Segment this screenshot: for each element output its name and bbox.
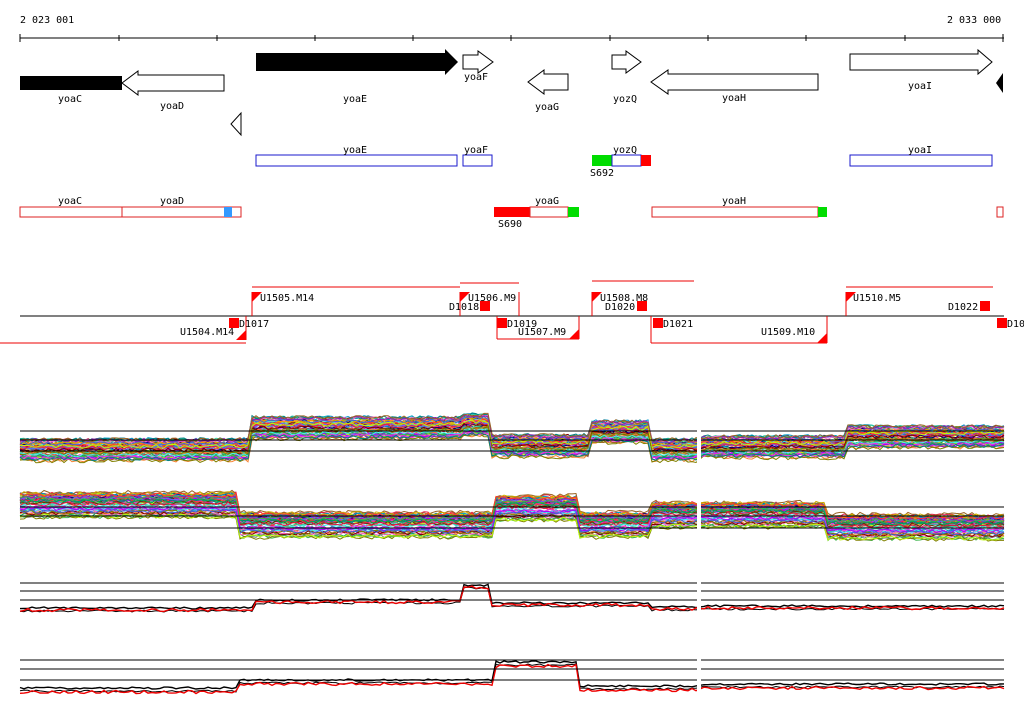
average-trace — [19, 583, 1005, 610]
gene-yoaC[interactable]: yoaC — [20, 76, 122, 105]
svg-text:yoaD: yoaD — [160, 101, 184, 112]
svg-text:yozQ: yozQ — [613, 145, 637, 156]
gene-yoaF[interactable]: yoaF — [462, 50, 494, 83]
expression-trace — [19, 492, 1005, 520]
segment-U1508[interactable]: U1508.M8 — [600, 293, 648, 304]
plus-box-yoaF[interactable]: yoaF — [462, 145, 493, 167]
segment-U1504[interactable]: U1504.M14 — [180, 327, 234, 338]
expression-trace — [19, 420, 1005, 451]
svg-text:yoaE: yoaE — [343, 94, 367, 105]
average-trace-red — [19, 585, 1005, 613]
minus-strand-track: yoaC yoaD yoaG S690 yoaH — [19, 196, 1004, 230]
plus-box-yoaE[interactable]: yoaE — [255, 145, 458, 167]
marker-D1019[interactable]: D1019 — [507, 319, 537, 330]
gene-track: yoaC yoaD yoaE yoaF yoaG yozQ yoaH — [20, 48, 1003, 137]
average-trace — [19, 660, 1005, 690]
svg-text:yoaD: yoaD — [160, 196, 184, 207]
marker-D1021[interactable]: D1021 — [663, 319, 693, 330]
svg-text:yoaG: yoaG — [535, 196, 559, 207]
panel-gap — [697, 405, 701, 465]
expression-trace — [19, 506, 1005, 534]
segment-U1506[interactable]: U1506.M9 — [468, 293, 516, 304]
minus-box-yoaG[interactable]: yoaG S690 — [494, 196, 579, 230]
panel-gap — [697, 478, 701, 540]
expression-trace — [19, 498, 1005, 526]
marker-D1017[interactable]: D1017 — [239, 319, 269, 330]
segment-U1509[interactable]: U1509.M10 — [761, 327, 815, 338]
expression-trace — [19, 427, 1005, 458]
expression-trace — [19, 509, 1005, 537]
svg-text:yoaC: yoaC — [58, 196, 82, 207]
partial-gene-arrow — [230, 111, 242, 137]
svg-text:yoaC: yoaC — [58, 94, 82, 105]
segment-U1507[interactable]: U1507.M9 — [518, 327, 566, 338]
expression-trace — [19, 514, 1005, 542]
svg-text:yoaE: yoaE — [343, 145, 367, 156]
plus-box-yoaI[interactable]: yoaI — [849, 145, 993, 167]
expression-trace — [19, 431, 1005, 462]
minus-box-edge — [996, 206, 1004, 218]
marker-D1022[interactable]: D1022 — [948, 302, 978, 313]
svg-text:yozQ: yozQ — [613, 94, 637, 105]
minus-box-yoaC-yoaD[interactable]: yoaC yoaD — [19, 196, 242, 218]
gene-yoaI[interactable]: yoaI — [849, 48, 993, 92]
end-coordinate: 2 033 000 — [947, 15, 1001, 26]
average-trace — [19, 663, 1005, 693]
coordinate-ruler: 2 023 001 2 033 000 — [19, 15, 1004, 42]
marker-D1020[interactable]: D1020 — [605, 302, 635, 313]
gene-yozQ[interactable]: yozQ — [611, 50, 642, 105]
expression-trace — [19, 414, 1005, 443]
expression-panel-minus-multi — [19, 478, 1005, 542]
gene-yoaH[interactable]: yoaH — [650, 69, 819, 104]
svg-text:yoaF: yoaF — [464, 72, 488, 83]
expression-trace — [19, 494, 1005, 522]
marker-D1018[interactable]: D1018 — [449, 302, 479, 313]
expression-trace — [19, 414, 1005, 444]
gene-yoaE[interactable]: yoaE — [256, 49, 458, 105]
panel-gap — [697, 650, 701, 700]
expression-trace — [19, 506, 1005, 534]
average-trace-red — [19, 663, 1005, 695]
svg-text:yoaH: yoaH — [722, 196, 746, 207]
site-label-S690: S690 — [498, 219, 522, 230]
expression-trace — [19, 419, 1005, 449]
expression-trace — [19, 508, 1005, 536]
gene-yoaD[interactable]: yoaD — [121, 70, 225, 112]
gene-yoaG[interactable]: yoaG — [527, 69, 569, 113]
plus-strand-track: yoaE yoaF yozQ S692 yoaI — [255, 145, 993, 179]
svg-text:yoaF: yoaF — [464, 145, 488, 156]
expression-trace — [19, 513, 1005, 541]
expression-panel-plus-multi — [19, 405, 1005, 465]
segment-U1505[interactable]: U1505.M14 — [260, 293, 314, 304]
minus-box-yoaH[interactable]: yoaH — [651, 196, 827, 218]
svg-text:yoaG: yoaG — [535, 102, 559, 113]
expression-trace — [19, 495, 1005, 523]
svg-text:yoaI: yoaI — [908, 145, 932, 156]
segment-U1510[interactable]: U1510.M5 — [853, 293, 901, 304]
segment-track: U1505.M14 U1506.M9 U1508.M8 U1510.M5 U15… — [0, 280, 1024, 344]
expression-panel-plus-avg — [19, 575, 1005, 620]
partial-gene-edge — [996, 73, 1003, 93]
start-coordinate: 2 023 001 — [20, 15, 74, 26]
expression-trace — [19, 433, 1005, 464]
expression-trace — [20, 424, 1005, 456]
marker-D10[interactable]: D10 — [1007, 319, 1024, 330]
svg-text:yoaI: yoaI — [908, 81, 932, 92]
panel-gap — [697, 575, 701, 620]
svg-text:yoaH: yoaH — [722, 93, 746, 104]
plus-box-yozQ[interactable]: yozQ S692 — [590, 145, 651, 179]
expression-panel-minus-avg — [19, 650, 1005, 700]
site-label-S692: S692 — [590, 168, 614, 179]
